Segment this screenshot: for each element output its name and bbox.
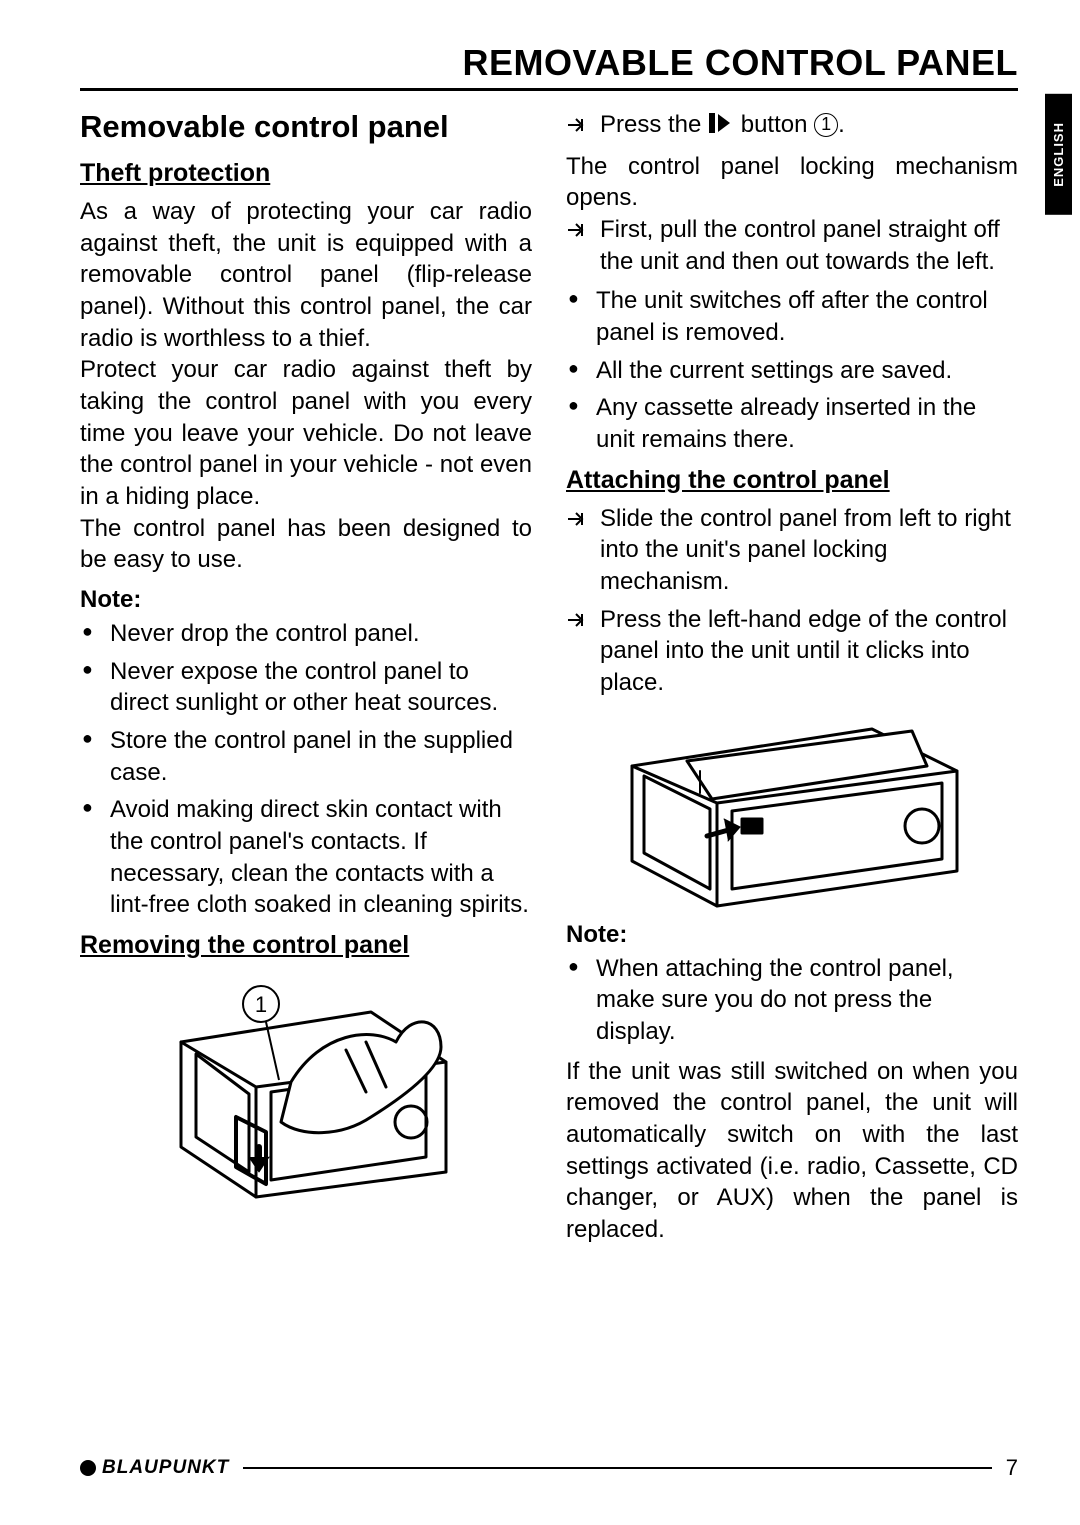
note-list: When attaching the control panel, make s… — [566, 953, 1018, 1048]
list-item: Press the left-hand edge of the control … — [566, 604, 1018, 699]
diagram-removing: 1 — [141, 972, 471, 1202]
arrow-icon — [566, 607, 588, 639]
arrow-icon — [566, 217, 588, 249]
circled-number: 1 — [814, 113, 838, 137]
step-list: Press the button 1. — [566, 109, 1018, 143]
list-item: When attaching the control panel, make s… — [566, 953, 1018, 1048]
list-item: Slide the control panel from left to rig… — [566, 503, 1018, 598]
text: button — [741, 111, 814, 138]
language-tab: ENGLISH — [1045, 94, 1072, 215]
brand-dot-icon — [80, 1460, 96, 1476]
list-item: The unit switches off after the control … — [566, 285, 1018, 348]
list-item: Never expose the control panel to direct… — [80, 656, 532, 719]
content-columns: Removable control panel Theft protection… — [80, 109, 1018, 1246]
right-column: Press the button 1. The control panel lo… — [566, 109, 1018, 1246]
note-list: Never drop the control panel. Never expo… — [80, 618, 532, 921]
paragraph: The control panel locking mechanism open… — [566, 151, 1018, 214]
bullet-list: The unit switches off after the control … — [566, 285, 1018, 455]
brand-name: BLAUPUNKT — [102, 1457, 229, 1479]
footer-rule — [243, 1467, 992, 1470]
page-footer: BLAUPUNKT 7 — [80, 1455, 1018, 1481]
list-item: Store the control panel in the supplied … — [80, 725, 532, 788]
text: First, pull the control panel straight o… — [600, 216, 1000, 275]
arrow-icon — [566, 506, 588, 538]
subheading-attaching: Attaching the control panel — [566, 466, 1018, 495]
list-item: Press the button 1. — [566, 109, 1018, 143]
list-item: First, pull the control panel straight o… — [566, 214, 1018, 277]
svg-text:1: 1 — [255, 992, 267, 1017]
list-item: Avoid making direct skin contact with th… — [80, 794, 532, 921]
text: Press the left-hand edge of the control … — [600, 606, 1007, 696]
subheading-removing: Removing the control panel — [80, 931, 532, 960]
subheading-theft: Theft protection — [80, 159, 532, 188]
arrow-icon — [566, 112, 588, 144]
note-label: Note: — [566, 921, 1018, 949]
note-label: Note: — [80, 586, 532, 614]
text: Press the — [600, 111, 708, 138]
step-list: Slide the control panel from left to rig… — [566, 503, 1018, 699]
list-item: Any cassette already inserted in the uni… — [566, 392, 1018, 455]
text: Slide the control panel from left to rig… — [600, 505, 1011, 595]
paragraph: If the unit was still switched on when y… — [566, 1056, 1018, 1246]
release-button-icon — [708, 111, 734, 143]
paragraph: The control panel has been designed to b… — [80, 513, 532, 576]
page-header-title: REMOVABLE CONTROL PANEL — [80, 42, 1018, 91]
left-column: Removable control panel Theft protection… — [80, 109, 532, 1246]
page-number: 7 — [1006, 1455, 1018, 1481]
paragraph: As a way of protecting your car radio ag… — [80, 196, 532, 354]
step-list: First, pull the control panel straight o… — [566, 214, 1018, 277]
list-item: Never drop the control panel. — [80, 618, 532, 650]
text: . — [838, 111, 845, 138]
list-item: All the current settings are saved. — [566, 355, 1018, 387]
brand-logo: BLAUPUNKT — [80, 1457, 229, 1479]
section-title: Removable control panel — [80, 109, 532, 145]
paragraph: Protect your car radio against theft by … — [80, 354, 532, 512]
diagram-attaching — [612, 711, 972, 911]
